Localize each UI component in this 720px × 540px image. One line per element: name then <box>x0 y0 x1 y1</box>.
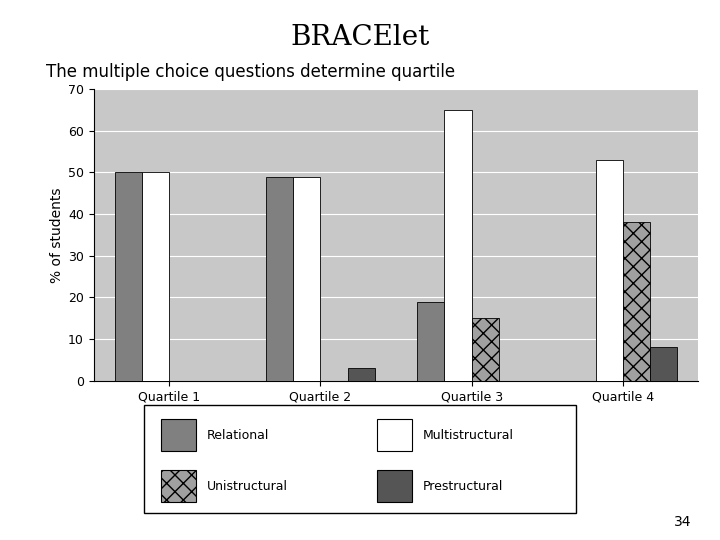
Bar <box>161 470 196 502</box>
Bar <box>650 347 678 381</box>
Text: 34: 34 <box>674 515 691 529</box>
Bar <box>161 419 196 451</box>
Bar <box>293 177 320 381</box>
Text: The multiple choice questions determine quartile: The multiple choice questions determine … <box>46 63 455 80</box>
Text: Relational: Relational <box>207 429 269 442</box>
Bar <box>348 368 375 381</box>
Y-axis label: % of students: % of students <box>50 187 63 282</box>
Bar <box>142 172 169 381</box>
Bar <box>266 177 293 381</box>
Text: Unistructural: Unistructural <box>207 480 288 492</box>
Bar <box>114 172 142 381</box>
Bar <box>377 419 412 451</box>
Bar <box>377 470 412 502</box>
Bar <box>623 222 650 381</box>
Bar <box>444 110 472 381</box>
Text: Multistructural: Multistructural <box>423 429 513 442</box>
Text: Prestructural: Prestructural <box>423 480 503 492</box>
Bar <box>417 301 444 381</box>
Bar <box>595 160 623 381</box>
Bar <box>472 318 499 381</box>
Text: BRACElet: BRACElet <box>290 24 430 51</box>
